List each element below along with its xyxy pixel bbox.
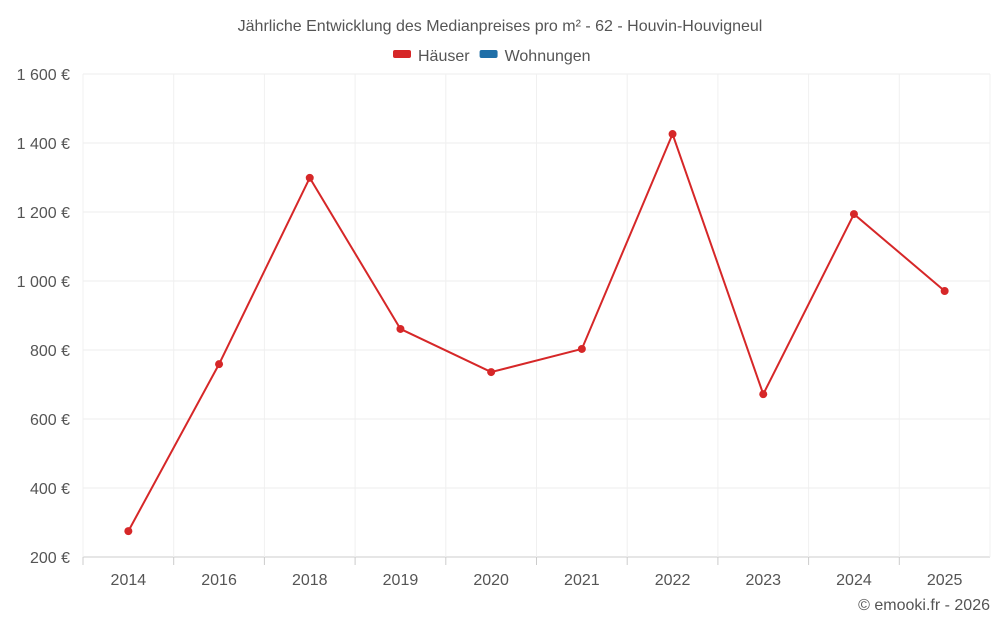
x-tick-label: 2025 xyxy=(927,572,963,589)
x-tick-label: 2022 xyxy=(655,572,691,589)
data-point xyxy=(124,527,133,536)
y-tick-label: 1 600 € xyxy=(17,67,70,84)
y-tick-label: 400 € xyxy=(30,481,70,498)
x-tick-label: 2024 xyxy=(836,572,872,589)
data-point xyxy=(396,324,405,333)
x-axis: 2014 2016 2018 2019 2020 2021 2022 2023 2024 2025 xyxy=(82,557,963,589)
data-point xyxy=(849,210,858,219)
data-point xyxy=(759,390,768,399)
y-tick-label: 1 400 € xyxy=(17,136,70,153)
chart-title: Jährliche Entwicklung des Medianpreises … xyxy=(238,18,763,35)
legend-swatch xyxy=(393,50,411,58)
legend-swatch xyxy=(479,50,498,58)
y-tick-label: 1 200 € xyxy=(17,205,70,222)
legend: Häuser Wohnungen xyxy=(393,48,591,65)
data-point xyxy=(668,130,677,139)
x-tick-label: 2018 xyxy=(292,572,328,589)
legend-label: Häuser xyxy=(418,48,470,65)
x-tick-label: 2019 xyxy=(383,572,419,589)
x-tick-label: 2016 xyxy=(201,572,237,589)
data-point xyxy=(487,368,496,377)
y-tick-label: 600 € xyxy=(30,412,70,429)
y-tick-label: 800 € xyxy=(30,343,70,360)
data-point xyxy=(577,344,586,353)
x-tick-label: 2014 xyxy=(111,572,147,589)
y-tick-label: 200 € xyxy=(30,550,70,567)
x-tick-label: 2021 xyxy=(564,572,600,589)
x-tick-label: 2020 xyxy=(473,572,509,589)
y-tick-label: 1 000 € xyxy=(17,274,70,291)
x-tick-label: 2023 xyxy=(745,572,781,589)
data-point xyxy=(940,287,949,296)
credit: © emooki.fr - 2026 xyxy=(858,597,990,614)
data-point xyxy=(215,360,224,369)
legend-label: Wohnungen xyxy=(505,48,591,65)
y-axis: 200 € 400 € 600 € 800 € 1 000 € 1 200 € 1 400 … xyxy=(17,67,70,567)
series-line-Häuser xyxy=(127,131,946,532)
series xyxy=(124,130,949,536)
data-point xyxy=(305,173,314,182)
grid xyxy=(82,73,991,558)
